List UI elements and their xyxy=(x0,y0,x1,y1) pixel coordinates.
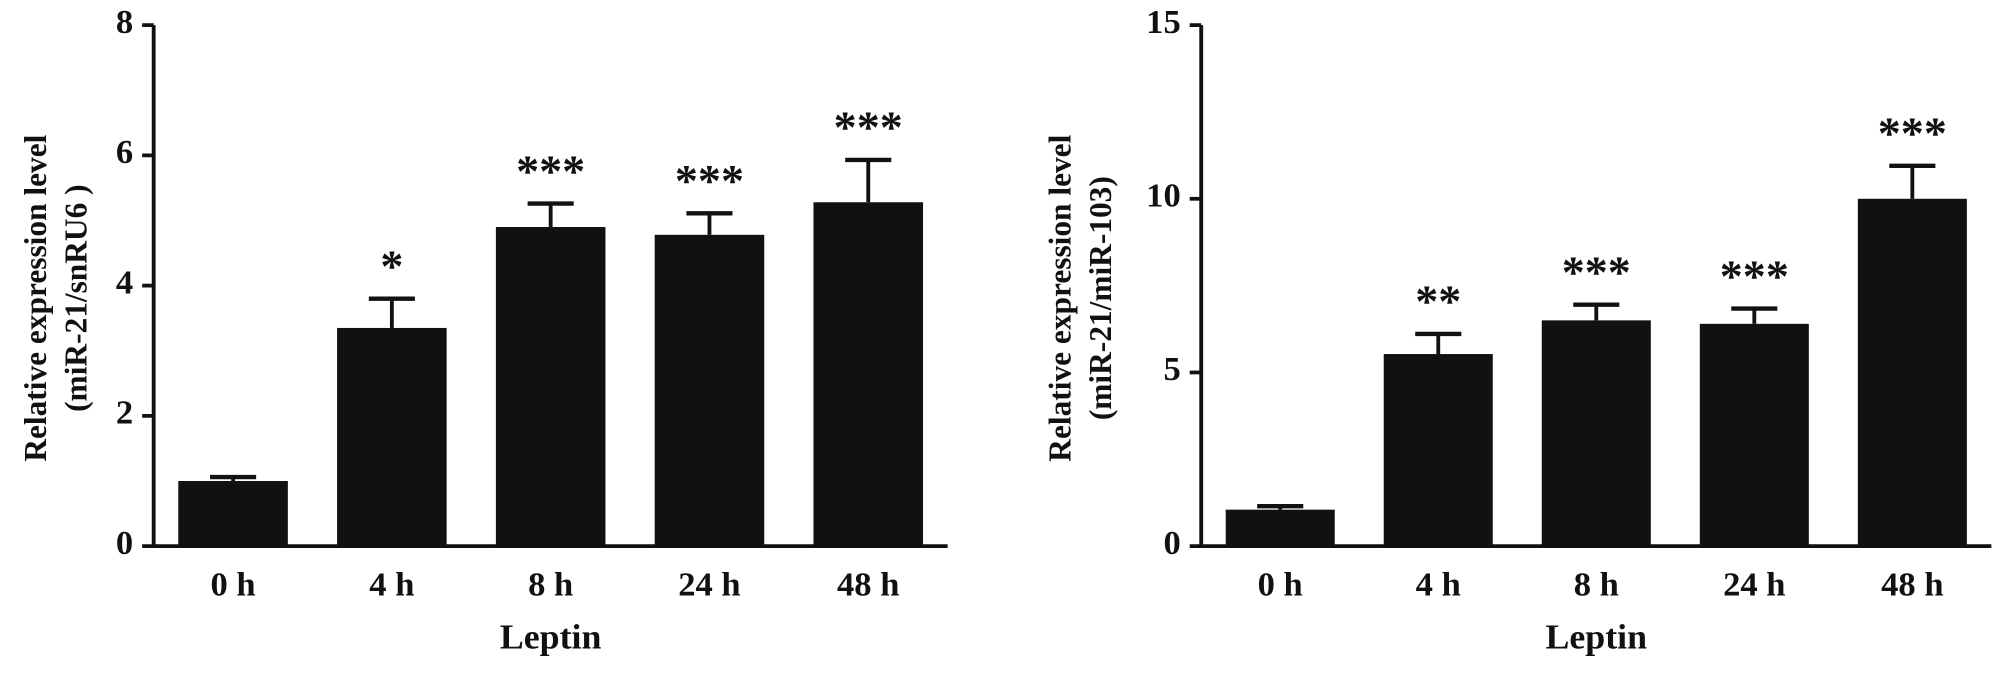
y-tick-label: 6 xyxy=(116,133,133,171)
x-tick-label: 4 h xyxy=(369,566,414,604)
bar xyxy=(1857,198,1967,547)
bar xyxy=(813,202,924,547)
significance-label: *** xyxy=(1720,251,1789,301)
bar xyxy=(337,327,447,547)
significance-label: * xyxy=(380,241,403,291)
x-tick-label: 0 h xyxy=(210,566,255,604)
y-tick-label: 8 xyxy=(116,3,133,41)
y-tick-label: 2 xyxy=(116,394,133,432)
bar xyxy=(178,481,288,547)
x-tick-label: 8 h xyxy=(1574,566,1619,604)
y-axis-label: Relative expression level xyxy=(1042,134,1077,461)
x-tick-label: 4 h xyxy=(1416,566,1461,604)
y-tick-label: 4 xyxy=(116,264,133,302)
significance-label: *** xyxy=(516,146,585,196)
y-axis-label: Relative expression level xyxy=(17,134,52,461)
x-tick-label: 48 h xyxy=(1881,566,1943,604)
significance-label: *** xyxy=(675,155,744,205)
bar xyxy=(1699,323,1809,547)
bar xyxy=(1383,354,1493,547)
x-tick-label: 0 h xyxy=(1258,566,1303,604)
significance-label: ** xyxy=(1415,276,1461,326)
x-axis-label: Leptin xyxy=(1545,617,1647,657)
significance-label: *** xyxy=(834,102,903,152)
x-tick-label: 24 h xyxy=(678,566,740,604)
y-axis-label: (miR-21/snRU6 ) xyxy=(58,184,93,411)
bar xyxy=(495,227,606,547)
x-axis-label: Leptin xyxy=(500,617,602,657)
x-tick-label: 24 h xyxy=(1723,566,1785,604)
bar xyxy=(1541,320,1651,547)
y-tick-label: 0 xyxy=(116,524,133,562)
y-tick-label: 0 xyxy=(1163,524,1180,562)
significance-label: *** xyxy=(1562,247,1631,297)
y-tick-label: 10 xyxy=(1146,177,1181,215)
x-tick-label: 8 h xyxy=(528,566,573,604)
y-axis-label: (miR-21/miR-103) xyxy=(1083,176,1118,420)
bar xyxy=(1225,509,1335,547)
y-tick-label: 5 xyxy=(1163,351,1180,389)
significance-label: *** xyxy=(1878,108,1947,158)
x-tick-label: 48 h xyxy=(837,566,899,604)
bar xyxy=(654,234,765,547)
y-tick-label: 15 xyxy=(1146,3,1181,41)
